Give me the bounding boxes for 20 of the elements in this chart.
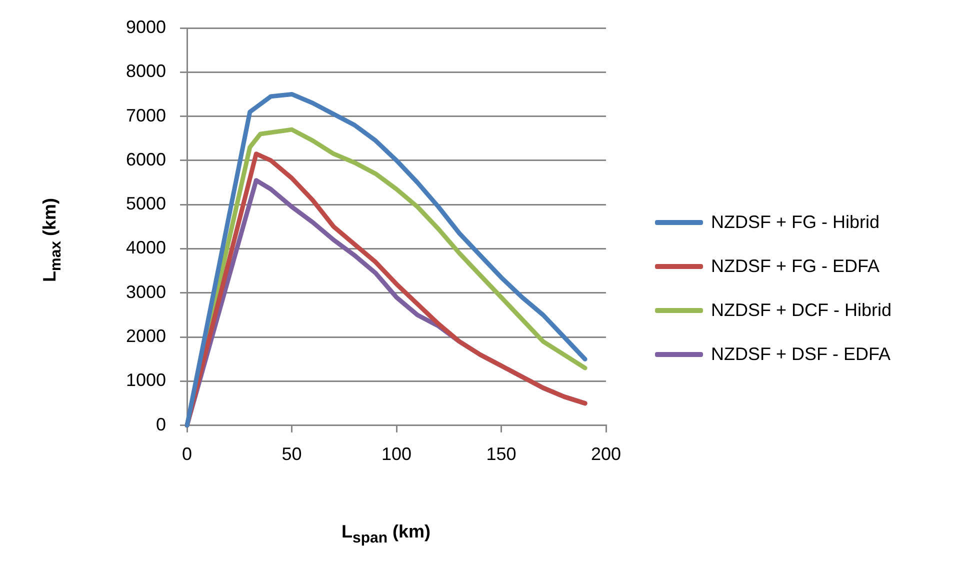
legend-label: NZDSF + DSF - EDFA [711, 344, 891, 364]
y-tick-label: 2000 [126, 326, 166, 346]
y-tick-label: 9000 [126, 16, 166, 37]
legend-label: NZDSF + FG - Hibrid [711, 212, 880, 232]
x-tick-label: 50 [282, 444, 302, 464]
y-tick-label: 5000 [126, 194, 166, 214]
x-tick-label: 0 [182, 444, 192, 464]
y-tick-label: 1000 [126, 370, 166, 390]
y-tick-label: 4000 [126, 238, 166, 258]
y-tick-label: 8000 [126, 61, 166, 82]
legend-label: NZDSF + DCF - Hibrid [711, 300, 892, 320]
y-tick-label: 7000 [126, 105, 166, 126]
y-tick-label: 0 [156, 414, 166, 434]
x-axis-title: L$_{span}$ (km) [341, 522, 431, 546]
x-tick-label: 100 [382, 444, 412, 464]
x-tick-label: 200 [590, 444, 622, 464]
y-tick-label: 6000 [126, 149, 166, 170]
x-tick-label: 150 [486, 444, 516, 464]
y-tick-label: 3000 [126, 282, 166, 302]
legend-label: NZDSF + FG - EDFA [711, 256, 880, 276]
